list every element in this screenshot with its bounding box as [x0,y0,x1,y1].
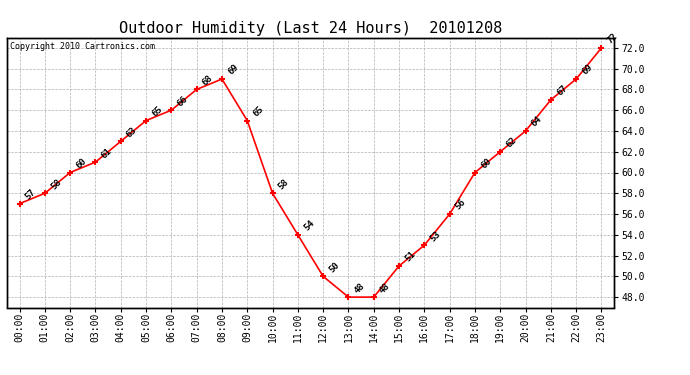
Text: 56: 56 [454,198,468,212]
Text: 68: 68 [201,73,215,87]
Text: Copyright 2010 Cartronics.com: Copyright 2010 Cartronics.com [10,42,155,51]
Text: 69: 69 [226,63,240,77]
Text: 64: 64 [530,115,544,129]
Text: 66: 66 [175,94,190,108]
Text: 54: 54 [302,219,316,232]
Text: 67: 67 [555,84,569,98]
Text: 57: 57 [23,188,38,201]
Text: 60: 60 [75,156,88,170]
Title: Outdoor Humidity (Last 24 Hours)  20101208: Outdoor Humidity (Last 24 Hours) 2010120… [119,21,502,36]
Text: 48: 48 [378,281,392,295]
Text: 63: 63 [125,125,139,139]
Text: 62: 62 [504,136,518,150]
Text: 58: 58 [277,177,290,191]
Text: 48: 48 [353,281,366,295]
Text: 65: 65 [251,105,266,118]
Text: 65: 65 [150,105,164,118]
Text: 50: 50 [327,260,342,274]
Text: 61: 61 [99,146,114,160]
Text: 58: 58 [49,177,63,191]
Text: 60: 60 [479,156,493,170]
Text: 72: 72 [606,32,620,46]
Text: 69: 69 [580,63,594,77]
Text: 51: 51 [403,250,417,264]
Text: 53: 53 [428,229,442,243]
